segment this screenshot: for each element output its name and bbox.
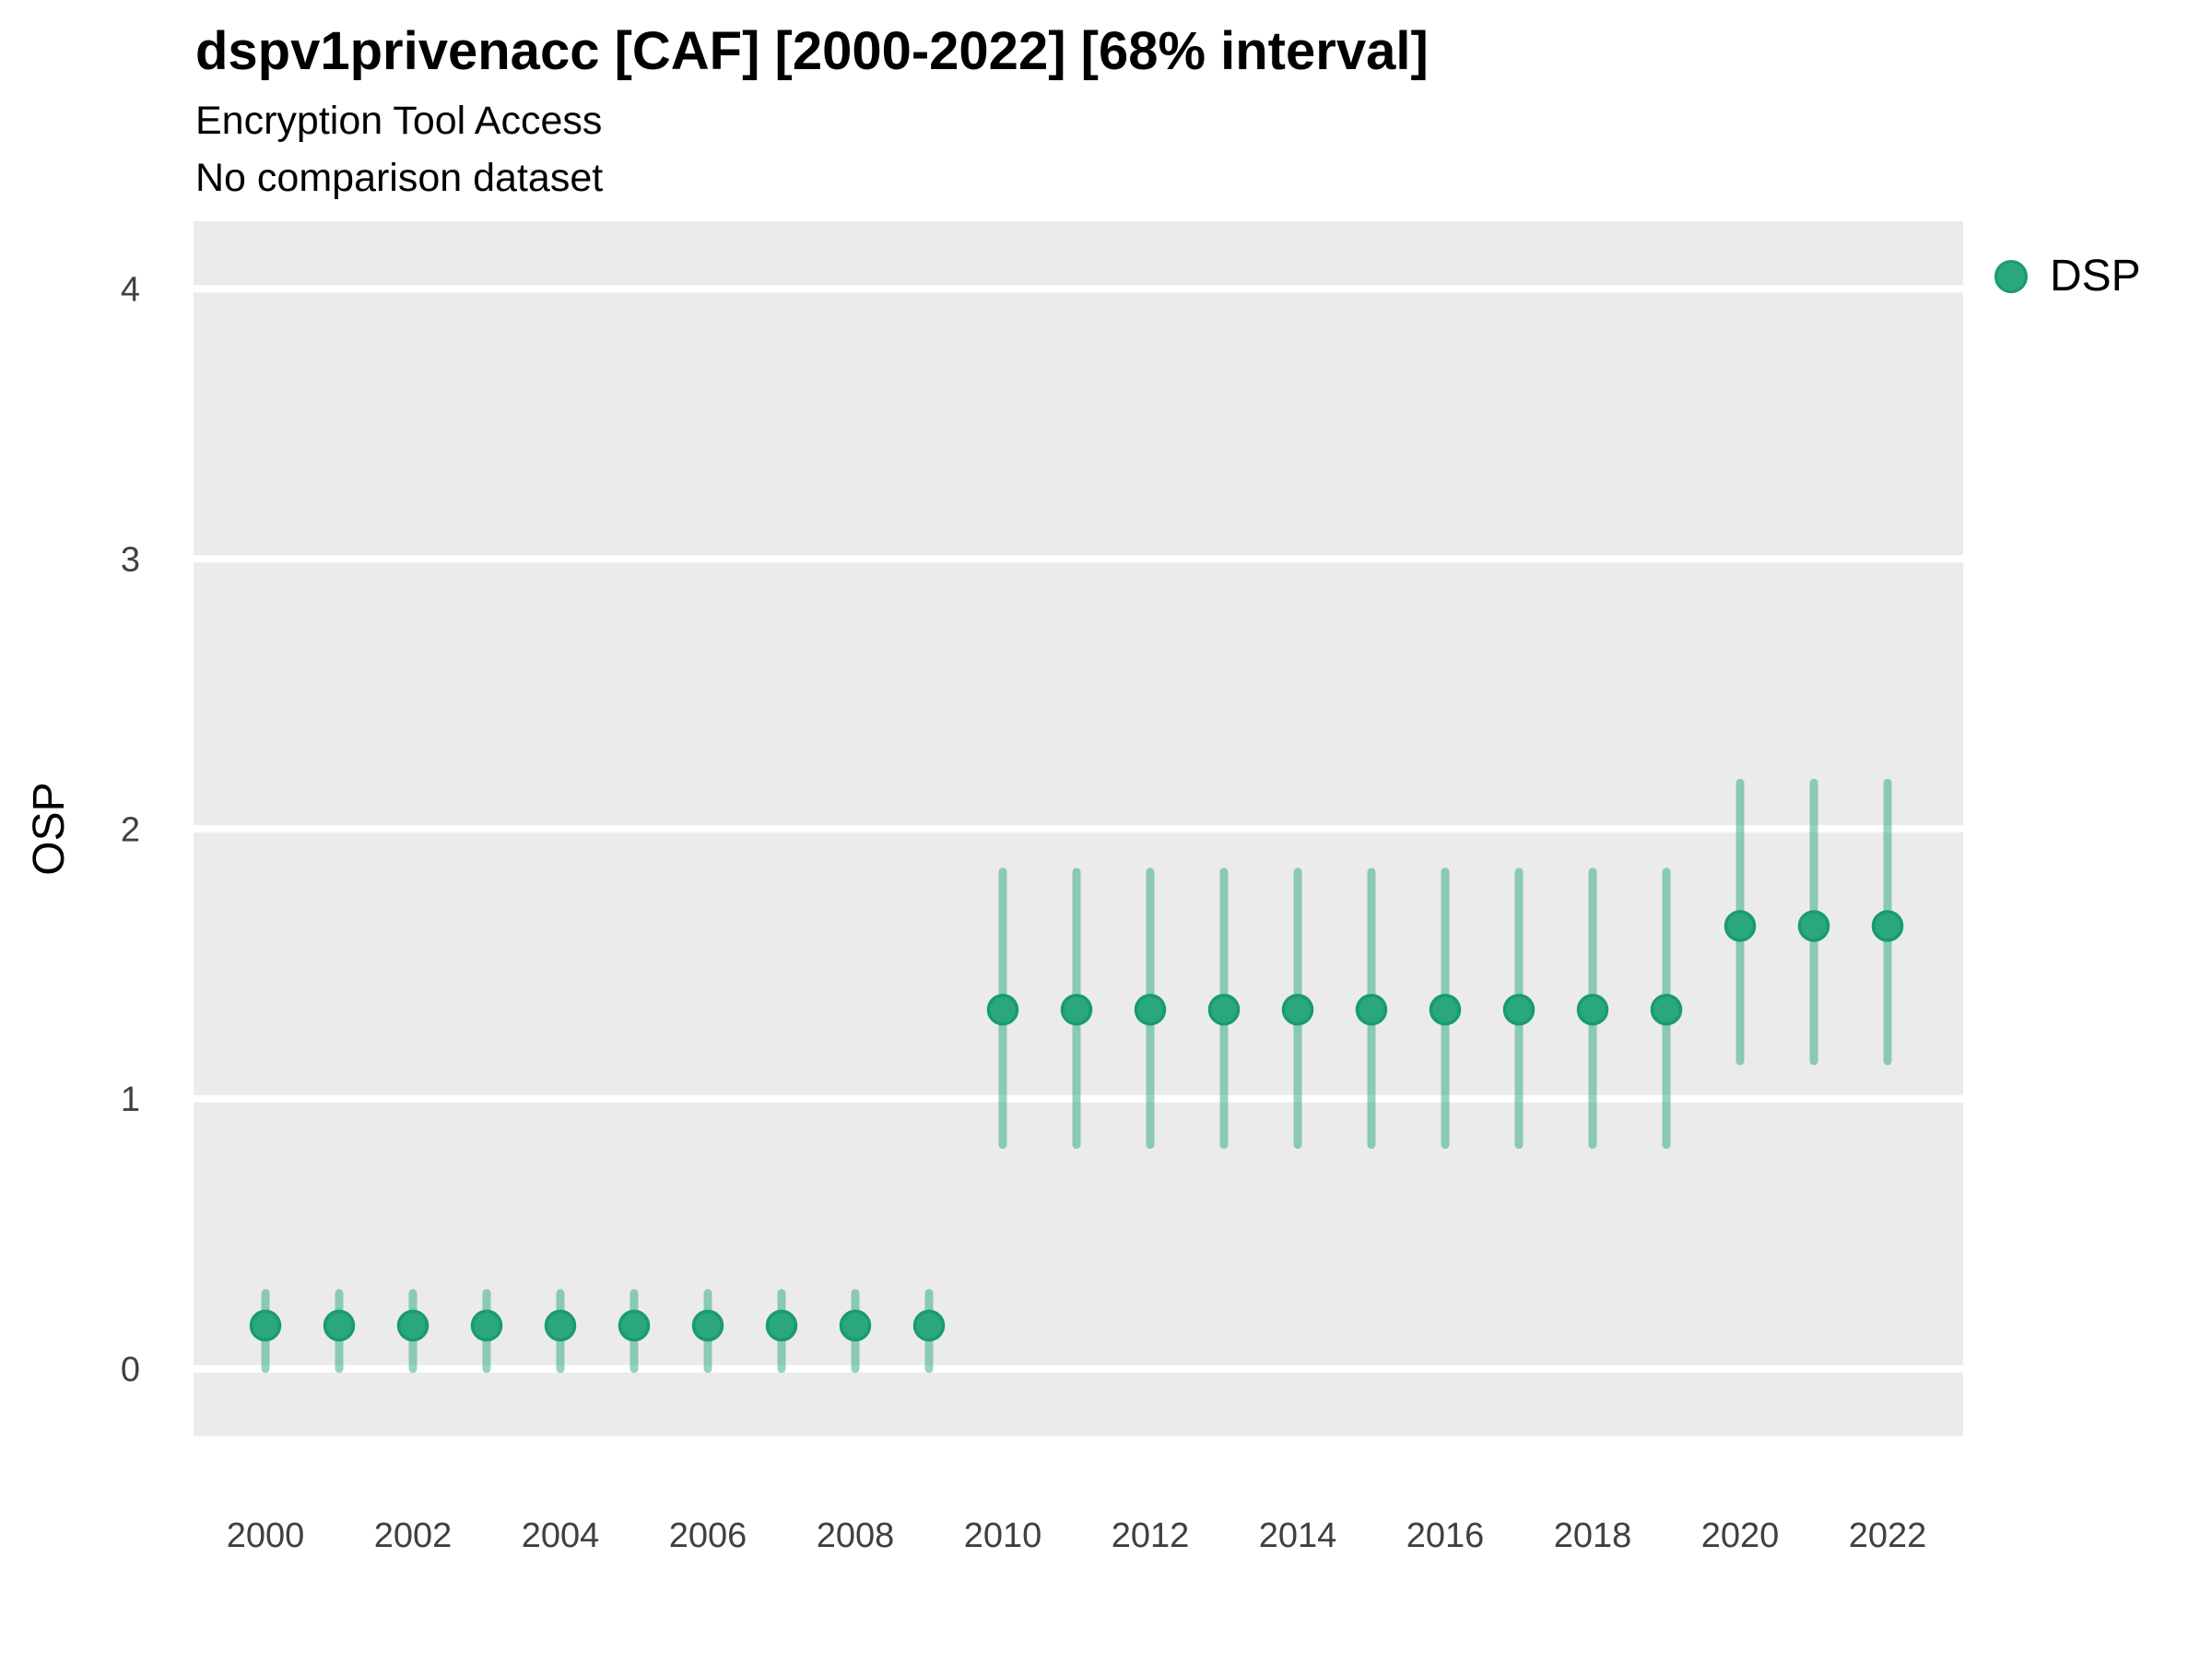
- chart-subtitle: Encryption Tool Access: [195, 99, 603, 143]
- data-point: [1797, 910, 1830, 942]
- data-point: [912, 1309, 946, 1342]
- data-point: [1355, 993, 1388, 1026]
- data-point: [1576, 993, 1609, 1026]
- x-tick-label: 2018: [1554, 1516, 1632, 1555]
- x-tick-label: 2022: [1849, 1516, 1927, 1555]
- data-point: [618, 1309, 651, 1342]
- data-point: [323, 1309, 356, 1342]
- data-point: [249, 1309, 282, 1342]
- data-point: [470, 1309, 503, 1342]
- x-tick-label: 2014: [1259, 1516, 1337, 1555]
- legend-marker-icon: [1994, 260, 2028, 293]
- data-point: [1134, 993, 1167, 1026]
- data-point: [1060, 993, 1093, 1026]
- data-point: [1502, 993, 1535, 1026]
- x-tick-label: 2010: [964, 1516, 1042, 1555]
- data-point: [1281, 993, 1314, 1026]
- y-tick-label: 2: [121, 810, 140, 849]
- data-point: [544, 1309, 577, 1342]
- data-point: [1871, 910, 1904, 942]
- y-tick-label: 1: [121, 1080, 140, 1119]
- data-point: [1650, 993, 1683, 1026]
- data-point: [839, 1309, 872, 1342]
- data-point: [765, 1309, 798, 1342]
- legend: DSP: [1994, 251, 2141, 302]
- data-point: [1429, 993, 1462, 1026]
- y-tick-label: 3: [121, 540, 140, 579]
- comparison-note: No comparison dataset: [195, 156, 604, 200]
- x-tick-label: 2016: [1406, 1516, 1485, 1555]
- data-point: [1724, 910, 1757, 942]
- y-tick-label: 4: [121, 271, 140, 310]
- y-tick-label: 0: [121, 1351, 140, 1389]
- x-tick-label: 2020: [1701, 1516, 1780, 1555]
- x-tick-label: 2008: [817, 1516, 895, 1555]
- x-tick-label: 2012: [1112, 1516, 1190, 1555]
- x-tick-label: 2002: [374, 1516, 453, 1555]
- x-tick-label: 2004: [522, 1516, 600, 1555]
- data-point: [691, 1309, 724, 1342]
- chart-title: dspv1privenacc [CAF] [2000-2022] [68% in…: [195, 21, 1429, 81]
- legend-label: DSP: [2050, 252, 2141, 301]
- data-point: [396, 1309, 429, 1342]
- data-point: [986, 993, 1019, 1026]
- x-tick-label: 2000: [227, 1516, 305, 1555]
- y-axis-title: OSP: [25, 782, 74, 876]
- data-point: [1207, 993, 1241, 1026]
- x-tick-label: 2006: [669, 1516, 747, 1555]
